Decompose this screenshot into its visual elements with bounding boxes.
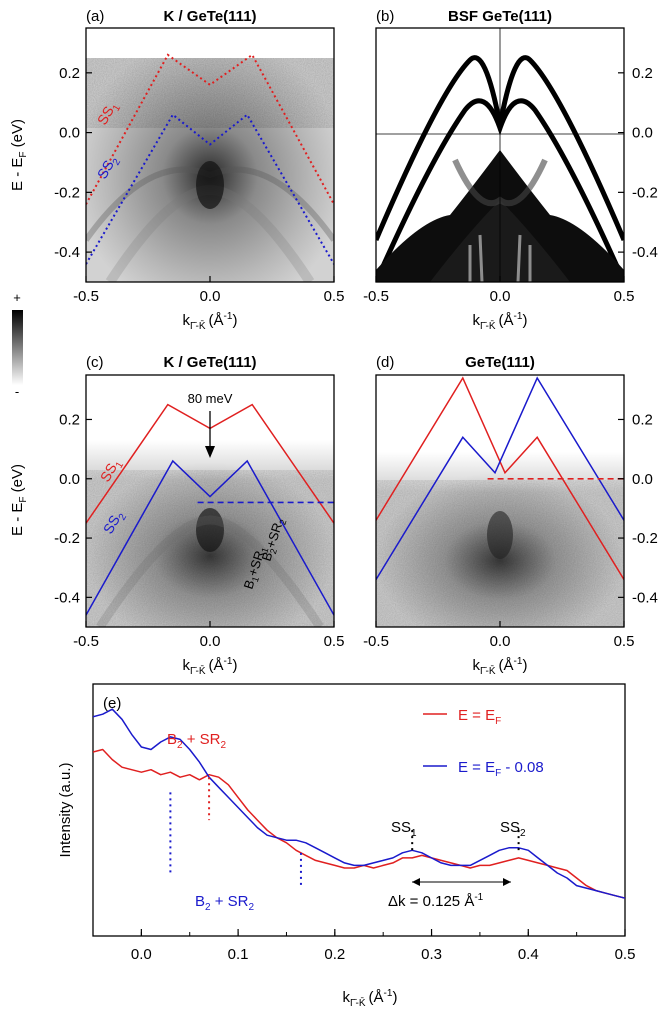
x-tick-label-b-0: -0.5 xyxy=(363,288,389,305)
y-tick-label-c-1: 0.0 xyxy=(59,471,80,488)
y-tick-label-b-2: -0.2 xyxy=(632,184,658,201)
chart-title-a: K / GeTe(111) xyxy=(163,8,256,25)
y-axis-label-a: E - EF (eV) xyxy=(9,119,29,191)
x-axis-label-d: kΓ̄-K̄ (Å-1) xyxy=(473,656,528,677)
x-axis-label-e: kΓ̄-K̄ (Å-1) xyxy=(343,988,398,1009)
y-tick-label-d-2: -0.2 xyxy=(632,530,658,547)
curve-ss1-a xyxy=(86,53,334,205)
x-tick-label-d-2: 0.5 xyxy=(614,633,635,650)
y-tick-label-c-2: -0.2 xyxy=(54,530,80,547)
panel-label-a: (a) xyxy=(86,8,104,25)
y-tick-label-a-2: -0.2 xyxy=(54,184,80,201)
x-tick-label-a-2: 0.5 xyxy=(324,288,345,305)
intensity-line-blue xyxy=(93,708,625,899)
legend-label-red: E = EF xyxy=(458,707,501,727)
x-tick-label-e-3: 0.3 xyxy=(421,946,442,963)
y-tick-label-c-0: 0.2 xyxy=(59,411,80,428)
panel-label-e: (e) xyxy=(103,695,121,712)
x-axis-label-c: kΓ̄-K̄ (Å-1) xyxy=(183,656,238,677)
y-tick-label-a-1: 0.0 xyxy=(59,125,80,142)
annotation-ss2: SS2 xyxy=(500,819,526,839)
y-tick-label-b-1: 0.0 xyxy=(632,125,653,142)
x-tick-label-e-1: 0.1 xyxy=(228,946,249,963)
x-tick-label-e-0: 0.0 xyxy=(131,946,152,963)
annotation-80mev: 80 meV xyxy=(188,391,233,406)
x-tick-label-a-0: -0.5 xyxy=(73,288,99,305)
panel-c: -0.5 0.0 0.5 0.2 0.0 -0.2 -0.4 (c) K / GeTe(11… xyxy=(9,354,344,677)
x-tick-label-a-1: 0.0 xyxy=(200,288,221,305)
x-tick-label-e-2: 0.2 xyxy=(324,946,345,963)
colorbar-plus-label: + xyxy=(13,290,21,305)
y-axis-label-e: Intensity (a.u.) xyxy=(57,762,74,857)
panel-a: -0.5 0.0 0.5 0.2 0.0 -0.2 -0.4 (a) K / GeTe(11… xyxy=(9,8,344,332)
band-label-b2-sr2: B2+SR2 xyxy=(259,516,289,563)
annotation-b2-sr2-red: B2 + SR2 xyxy=(167,731,227,751)
y-tick-label-b-3: -0.4 xyxy=(632,244,658,261)
y-tick-label-b-0: 0.2 xyxy=(632,65,653,82)
colorbar-gradient xyxy=(12,310,23,385)
y-tick-label-d-1: 0.0 xyxy=(632,471,653,488)
x-tick-label-e-5: 0.5 xyxy=(615,946,636,963)
x-tick-label-c-2: 0.5 xyxy=(324,633,345,650)
x-tick-label-c-1: 0.0 xyxy=(200,633,221,650)
legend-label-blue: E = EF - 0.08 xyxy=(458,759,544,779)
colorbar: + - xyxy=(12,290,23,399)
chart-title-d: GeTe(111) xyxy=(465,354,535,371)
y-tick-label-a-3: -0.4 xyxy=(54,244,80,261)
colorbar-minus-label: - xyxy=(15,384,19,399)
annotation-ss1: SS1 xyxy=(391,819,417,839)
chart-title-c: K / GeTe(111) xyxy=(163,354,256,371)
panel-b: -0.5 0.0 0.5 0.2 0.0 -0.2 -0.4 (b) BSF GeTe(11… xyxy=(363,8,658,332)
curve-ss1-d xyxy=(376,376,624,580)
panel-label-d: (d) xyxy=(376,354,394,371)
intensity-line-red xyxy=(93,748,625,899)
x-tick-label-e-4: 0.4 xyxy=(518,946,539,963)
y-tick-label-d-3: -0.4 xyxy=(632,589,658,606)
x-tick-label-d-1: 0.0 xyxy=(490,633,511,650)
x-tick-label-b-2: 0.5 xyxy=(614,288,635,305)
panel-d: -0.5 0.0 0.5 0.2 0.0 -0.2 -0.4 (d) GeTe(111) k… xyxy=(363,354,658,677)
annotation-delta-k: Δk = 0.125 Å-1 xyxy=(388,892,484,910)
panel-e: 0.0 0.1 0.2 0.3 0.4 0.5 (e) E = EF E = EF - 0… xyxy=(57,683,636,1009)
annotation-b2-sr2-blue: B2 + SR2 xyxy=(195,893,255,913)
chart-title-b: BSF GeTe(111) xyxy=(448,8,552,25)
y-tick-label-d-0: 0.2 xyxy=(632,411,653,428)
x-tick-label-c-0: -0.5 xyxy=(73,633,99,650)
x-axis-label-a: kΓ̄-K̄ (Å-1) xyxy=(183,311,238,332)
panel-label-b: (b) xyxy=(376,8,394,25)
y-tick-label-a-0: 0.2 xyxy=(59,65,80,82)
y-tick-label-c-3: -0.4 xyxy=(54,589,80,606)
x-tick-label-b-1: 0.0 xyxy=(490,288,511,305)
curve-ss2-a xyxy=(86,113,334,265)
curve-ss2-c xyxy=(86,459,334,616)
x-axis-label-b: kΓ̄-K̄ (Å-1) xyxy=(473,311,528,332)
x-tick-label-d-0: -0.5 xyxy=(363,633,389,650)
panel-label-c: (c) xyxy=(86,354,104,371)
curve-ss2-d xyxy=(376,376,624,580)
y-axis-label-c: E - EF (eV) xyxy=(9,464,29,536)
